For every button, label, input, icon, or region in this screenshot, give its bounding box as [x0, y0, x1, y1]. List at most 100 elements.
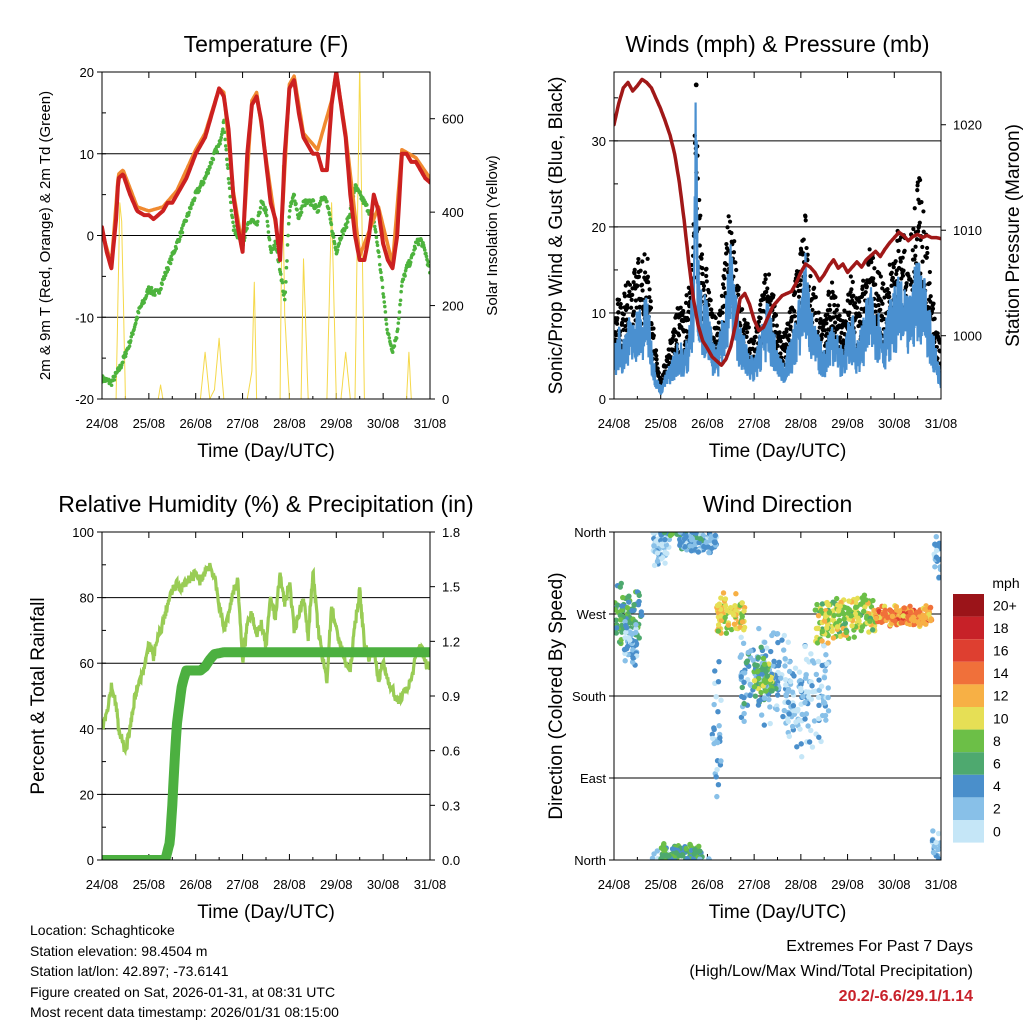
dewpoint-point	[358, 190, 362, 195]
direction-point	[627, 637, 633, 643]
gust-point	[778, 339, 783, 344]
dewpoint-point	[255, 222, 259, 227]
gust-point	[724, 251, 729, 256]
direction-point	[722, 614, 728, 621]
gust-point	[898, 259, 903, 264]
dewpoint-point	[397, 316, 401, 321]
x-tick-label: 31/08	[414, 416, 447, 431]
direction-point	[711, 539, 718, 545]
dewpoint-point	[269, 250, 274, 255]
x-tick-label: 24/08	[86, 416, 119, 431]
gust-point	[697, 243, 702, 248]
gust-point	[913, 244, 918, 249]
y-axis-label: Direction (Colored By Speed)	[546, 572, 567, 819]
x-tick-label: 29/08	[320, 877, 353, 892]
direction-point	[821, 643, 827, 649]
gust-point	[766, 272, 772, 277]
direction-point	[907, 603, 913, 610]
dewpoint-point	[128, 339, 133, 343]
gust-point	[801, 251, 806, 256]
dewpoint-point	[131, 332, 135, 336]
direction-point	[780, 647, 787, 653]
direction-point	[630, 655, 636, 661]
dewpoint-point	[325, 199, 329, 204]
dewpoint-point	[267, 237, 272, 242]
y-tick-label: 0	[599, 392, 606, 407]
dewpoint-point	[372, 224, 377, 229]
y2-tick-label: 1.5	[442, 580, 460, 595]
plot-border	[613, 71, 942, 400]
y2-tick-label: 1000	[953, 329, 982, 344]
direction-point	[793, 719, 799, 725]
dewpoint-point	[149, 285, 154, 290]
direction-point	[826, 609, 833, 616]
gust-point	[909, 279, 915, 284]
direction-point	[789, 723, 796, 730]
dewpoint-point	[219, 132, 224, 137]
extremes-value: 20.2/-6.6/29.1/1.14	[838, 988, 973, 1005]
direction-point	[684, 855, 690, 860]
gust-point	[873, 282, 878, 287]
y-axis-label: Sonic/Prop Wind & Gust (Blue, Black)	[546, 77, 567, 395]
direction-point	[715, 628, 721, 634]
gust-point	[859, 306, 864, 312]
direction-point	[661, 532, 668, 536]
direction-point	[802, 716, 808, 722]
gust-point	[808, 274, 813, 279]
dewpoint-point	[221, 127, 225, 131]
station-pressure-series	[614, 77, 941, 367]
dewpoint-point	[329, 222, 334, 227]
direction-point	[815, 658, 822, 665]
gust-point	[894, 271, 899, 277]
gust-point	[822, 328, 827, 333]
direction-point	[809, 744, 816, 750]
gust-point	[928, 299, 933, 304]
gust-point	[654, 357, 659, 362]
dewpoint-point	[318, 199, 323, 203]
gust-point	[866, 262, 871, 267]
gust-point	[906, 273, 911, 279]
direction-point	[800, 693, 806, 700]
colorbar-label: 12	[993, 688, 1009, 704]
gust-point	[656, 370, 661, 375]
gust-point	[742, 317, 747, 322]
gust-point	[832, 303, 837, 308]
gust-point	[873, 309, 878, 314]
gust-point	[775, 343, 780, 348]
dewpoint-point	[365, 203, 369, 207]
direction-point	[741, 679, 747, 686]
direction-point	[715, 678, 722, 685]
gust-point	[625, 305, 630, 311]
gust-point	[850, 279, 855, 285]
direction-point	[676, 852, 682, 859]
gust-point	[937, 337, 941, 342]
y2-tick-label: 1.8	[442, 525, 460, 540]
dewpoint-point	[287, 215, 292, 219]
gust-point	[911, 226, 916, 232]
y-axis-label: Percent & Total Rainfall	[28, 597, 49, 794]
direction-point	[661, 841, 667, 847]
direction-point	[927, 605, 933, 611]
station-location: Location: Schaghticoke	[30, 922, 175, 938]
gust-point	[803, 214, 808, 219]
gust-point	[736, 285, 741, 290]
dewpoint-point	[387, 336, 392, 340]
x-tick-label: 26/08	[691, 416, 724, 431]
direction-point	[722, 603, 729, 609]
direction-point	[741, 608, 747, 614]
temperature-panel: Temperature (F) -20 -10 0 10 20 24/08 25/08 26/0…	[37, 31, 501, 462]
direction-point	[799, 754, 805, 760]
gust-point	[927, 305, 932, 310]
direction-point	[766, 696, 772, 703]
y-tick-label: 30	[592, 134, 606, 149]
direction-point	[823, 652, 829, 658]
gust-point	[616, 297, 622, 303]
gust-point	[813, 310, 818, 316]
dewpoint-point	[162, 276, 167, 281]
direction-point	[620, 594, 626, 601]
gust-point	[633, 298, 638, 303]
direction-point	[917, 622, 923, 628]
direction-point	[809, 658, 816, 664]
gust-point	[654, 361, 659, 366]
